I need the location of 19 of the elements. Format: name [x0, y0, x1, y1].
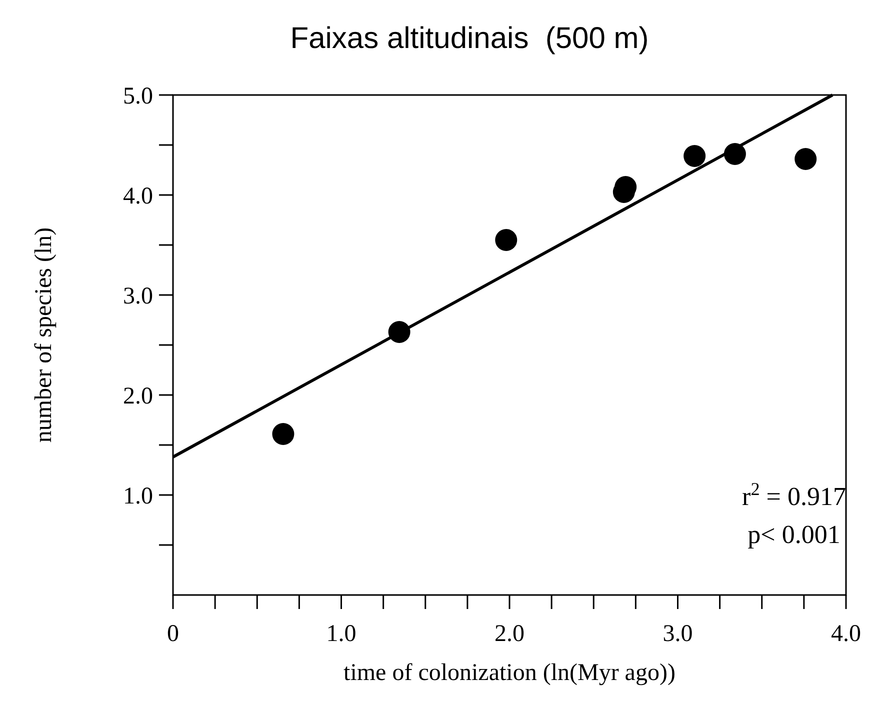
chart-title: Faixas altitudinais (500 m)	[290, 22, 649, 55]
y-tick-label: 5.0	[123, 83, 153, 110]
point	[495, 229, 518, 251]
point	[272, 423, 294, 445]
x-tick-label: 4.0	[831, 621, 861, 647]
annotation: r$^{2}$ = 0.917	[742, 479, 846, 511]
y-tick-label: 1.0	[123, 483, 153, 510]
annotation: p< 0.001	[748, 520, 840, 549]
point	[684, 145, 706, 167]
x-tick-label: 3.0	[662, 621, 693, 647]
y-tick-label: 3.0	[123, 283, 153, 310]
x-tick-label: 1.0	[326, 621, 356, 647]
y-tick-label: 2.0	[123, 383, 153, 410]
y-axis-title: number of species (ln)	[31, 227, 57, 443]
x-tick-label: 2.0	[494, 621, 524, 647]
point	[794, 148, 817, 170]
y-tick-label: 4.0	[123, 183, 153, 210]
x-axis-title: time of colonization (ln(Myr ago))	[344, 660, 676, 686]
x-tick-label: 0	[167, 621, 179, 647]
